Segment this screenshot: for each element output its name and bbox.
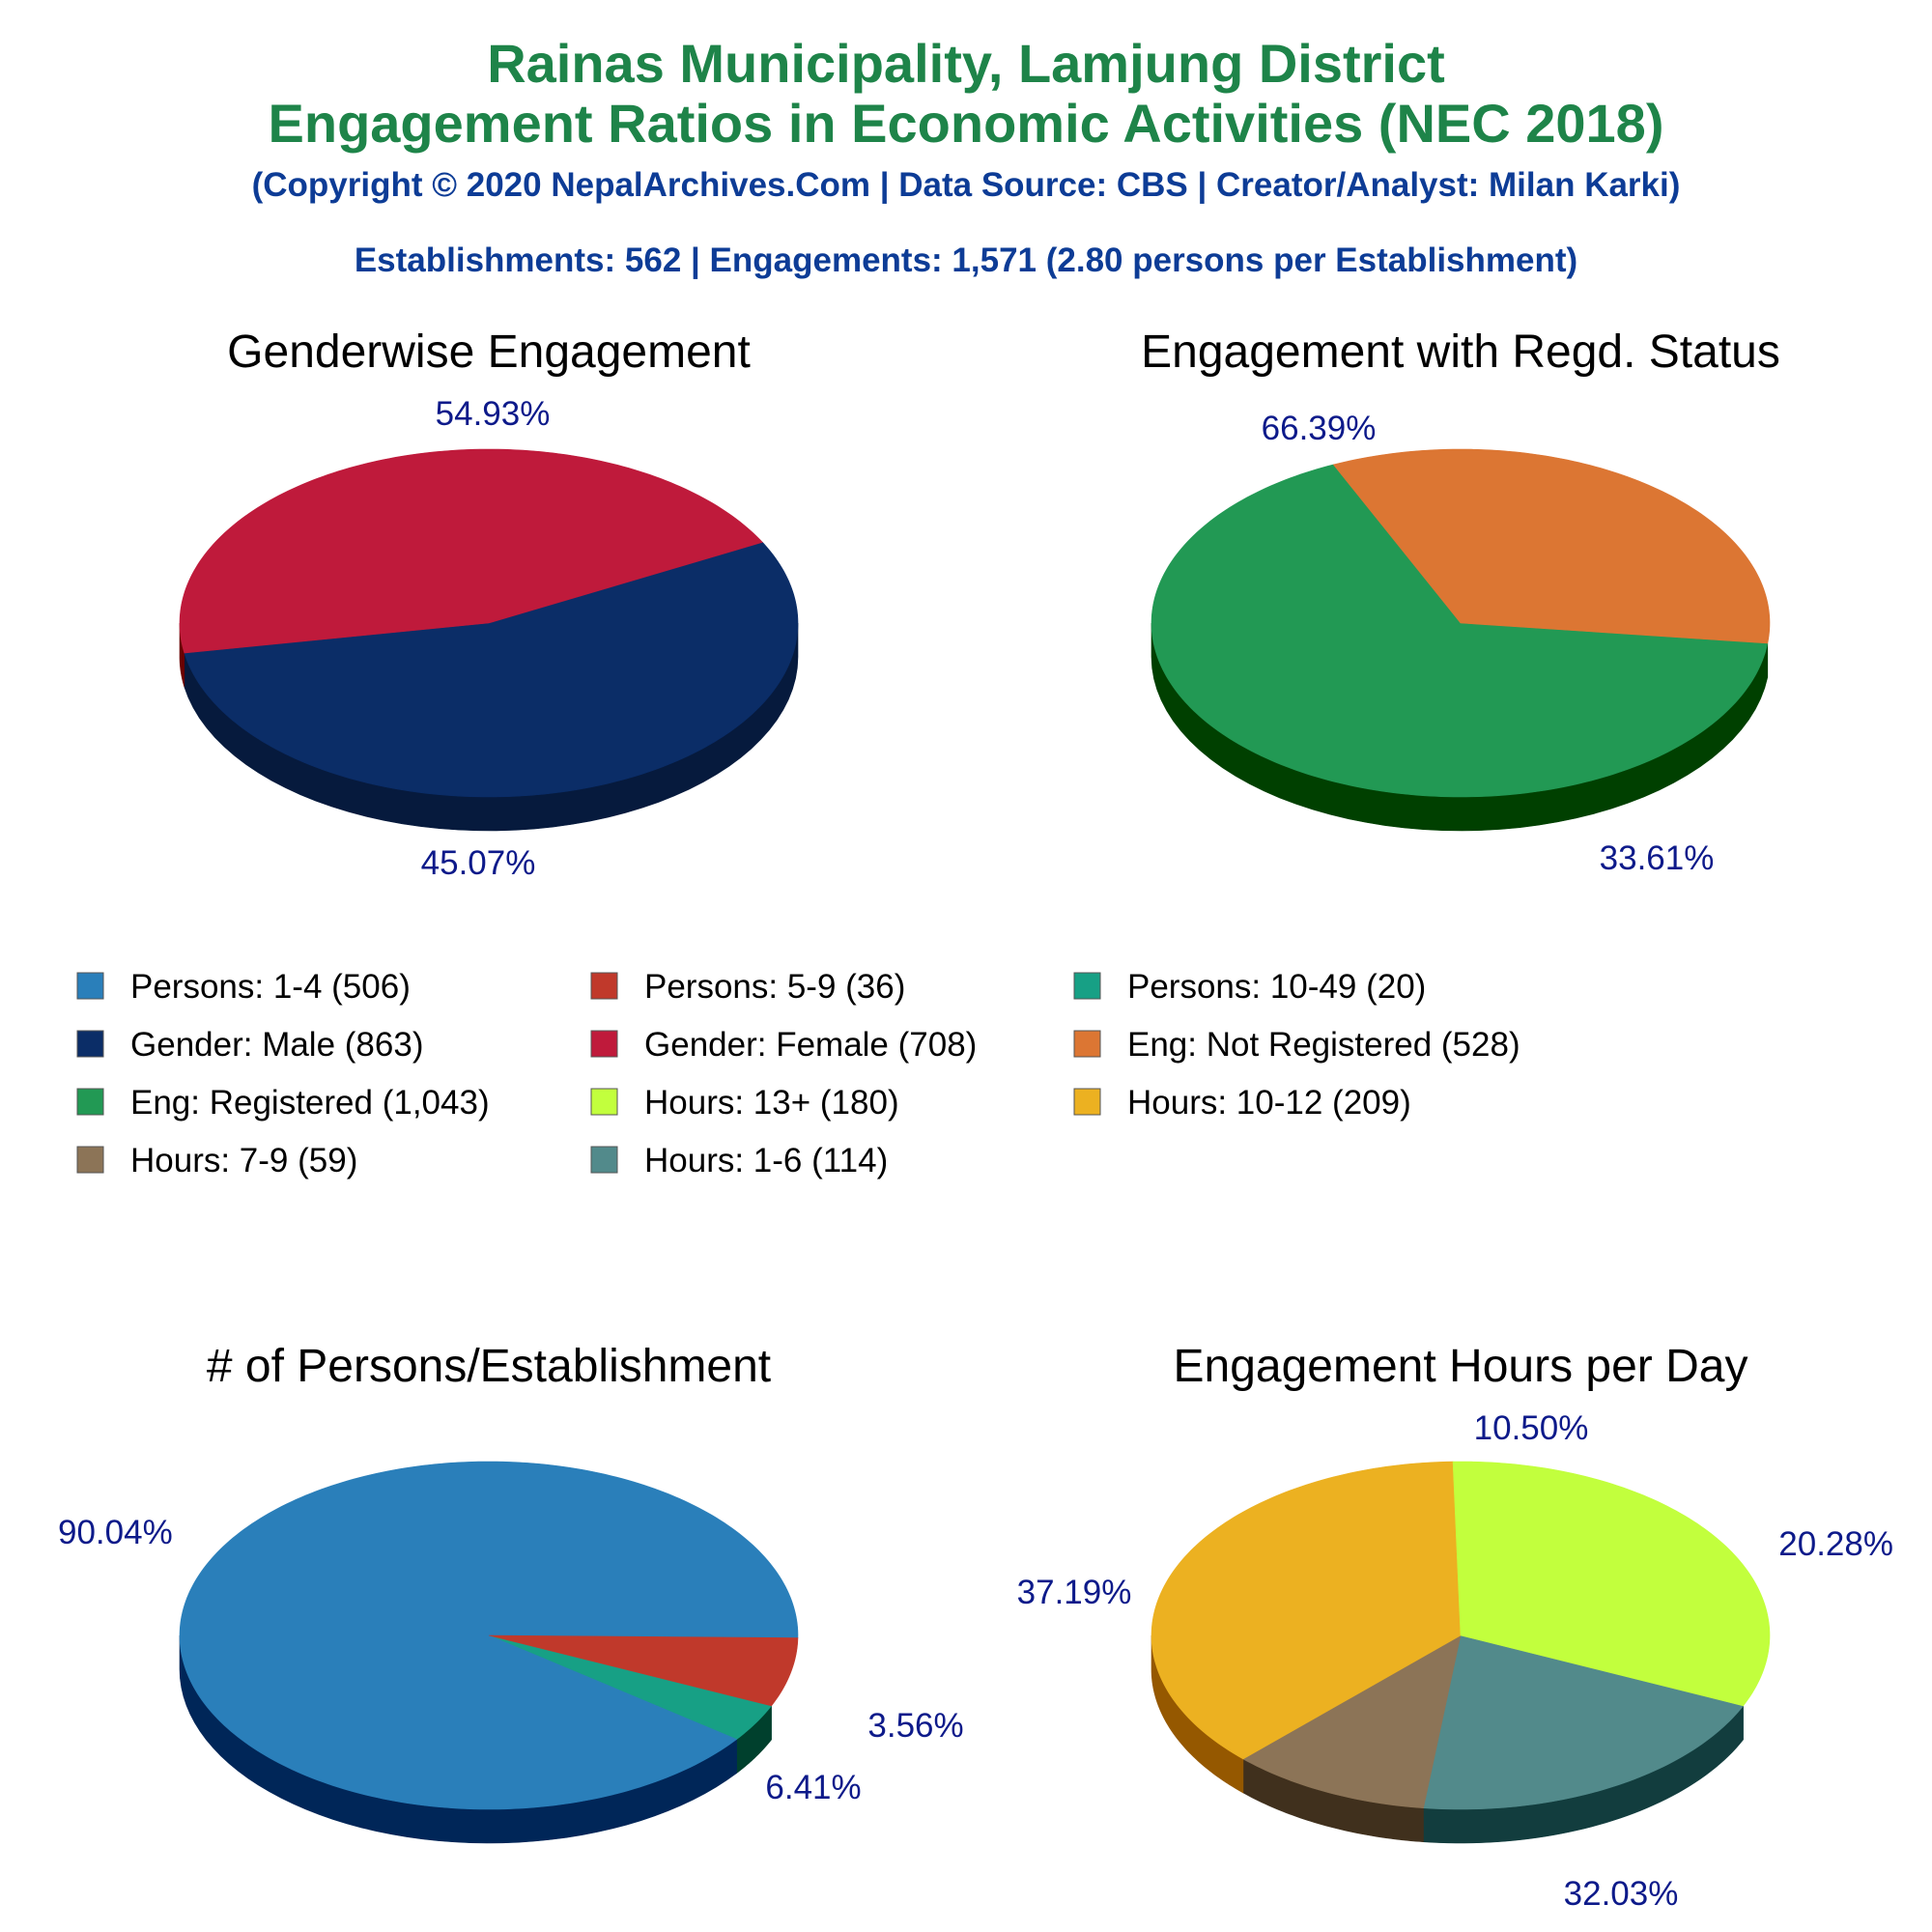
summary-line: Establishments: 562 | Engagements: 1,571… [354,242,1578,279]
legend-label: Gender: Male (863) [130,1026,423,1064]
title-line-1: Rainas Municipality, Lamjung District [487,33,1445,94]
chart-title: Genderwise Engagement [227,327,751,378]
legend-swatch [76,1088,104,1116]
legend-item: Hours: 7-9 (59) [76,1142,357,1179]
pie-percent-label: 6.41% [765,1769,861,1806]
chart-title: # of Persons/Establishment [207,1341,771,1392]
legend-item: Hours: 13+ (180) [590,1084,899,1122]
pie-chart-2: Engagement with Regd. Status 66.39% 33.61% [1141,327,1780,877]
pie-percent-label: 37.19% [1017,1574,1132,1611]
pie-slice-hours-13- [1452,1461,1771,1707]
pie-slice-gender-male [184,542,799,798]
legend-label: Hours: 7-9 (59) [130,1142,357,1179]
legend-swatch [76,1030,104,1058]
pie-percent-label: 3.56% [867,1707,963,1745]
pie-slice-persons-10-49 [488,1634,773,1740]
legend-item: Hours: 10-12 (209) [1073,1084,1411,1122]
legend-label: Persons: 5-9 (36) [644,968,905,1006]
legend-swatch [1073,972,1101,1000]
legend-swatch [590,1146,618,1174]
legend-swatch [76,1146,104,1174]
legend-label: Hours: 1-6 (114) [644,1142,888,1179]
pie-percent-label: 54.93% [436,395,551,433]
legend-swatch [590,1030,618,1058]
pie-slice-persons-5-9 [488,1634,799,1707]
pie-slice-eng-registered [1151,464,1769,798]
legend-swatch [1073,1088,1101,1116]
legend-label: Hours: 10-12 (209) [1127,1084,1411,1122]
pie-chart-4: Engagement Hours per Day 20.28% 10.50% 37.1… [1017,1341,1893,1913]
legend-label: Eng: Not Registered (528) [1127,1026,1520,1064]
legend-swatch [590,1088,618,1116]
legend-label: Persons: 1-4 (506) [130,968,411,1006]
chart-title: Engagement with Regd. Status [1141,327,1780,378]
pie-slice-gender-female [179,448,763,654]
pie-percent-label: 90.04% [58,1514,173,1551]
legend-item: Gender: Male (863) [76,1026,423,1064]
pie-percent-label: 45.07% [421,844,536,882]
pie-percent-label: 20.28% [1778,1525,1893,1563]
pie-charts: Genderwise Engagement 54.93% 45.07% Engagem… [58,327,1893,1913]
chart-title: Engagement Hours per Day [1174,1341,1748,1392]
legend-swatch [590,972,618,1000]
pie-slice-hours-10-12 [1151,1461,1462,1760]
legend-item: Persons: 1-4 (506) [76,968,411,1006]
pie-slice-eng-not-registered [1332,448,1771,644]
pie-percent-label: 66.39% [1262,410,1377,447]
pie-slice-hours-1-6 [1423,1634,1745,1810]
legend-swatch [76,972,104,1000]
legend-swatch [1073,1030,1101,1058]
pie-percent-label: 32.03% [1564,1875,1679,1913]
title-line-2: Engagement Ratios in Economic Activities… [268,93,1664,154]
legend-label: Hours: 13+ (180) [644,1084,899,1122]
copyright-line: (Copyright © 2020 NepalArchives.Com | Da… [251,166,1681,204]
legend-label: Gender: Female (708) [644,1026,977,1064]
legend-label: Persons: 10-49 (20) [1127,968,1426,1006]
legend-item: Persons: 5-9 (36) [590,968,905,1006]
pie-slice-hours-7-9 [1242,1634,1462,1809]
legend-item: Eng: Not Registered (528) [1073,1026,1520,1064]
legend-label: Eng: Registered (1,043) [130,1084,490,1122]
legend-item: Gender: Female (708) [590,1026,977,1064]
legend-item: Hours: 1-6 (114) [590,1142,888,1179]
pie-percent-label: 33.61% [1600,839,1715,877]
legend: Persons: 1-4 (506) Persons: 5-9 (36) Perso… [76,968,1520,1179]
legend-item: Eng: Registered (1,043) [76,1084,490,1122]
pie-chart-1: Genderwise Engagement 54.93% 45.07% [179,327,799,882]
legend-item: Persons: 10-49 (20) [1073,968,1426,1006]
pie-percent-label: 10.50% [1474,1409,1589,1447]
pie-chart-3: # of Persons/Establishment 3.56% 90.04% 6.4… [58,1341,964,1844]
